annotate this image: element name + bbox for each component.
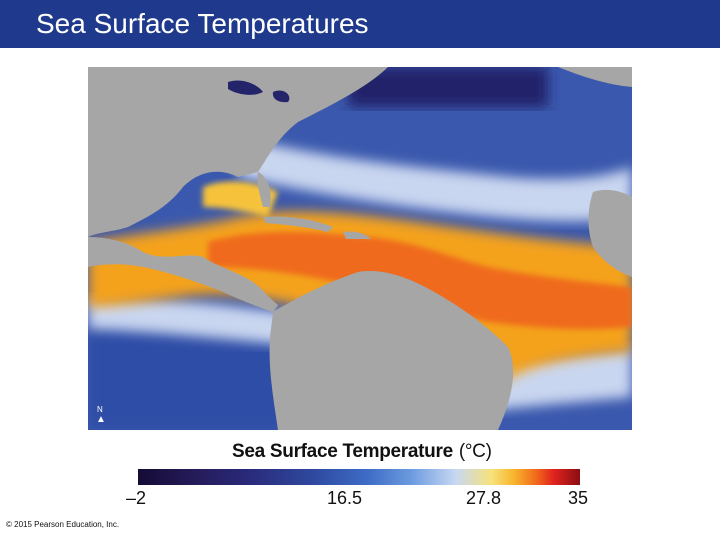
north-arrow-icon: ▲: [96, 414, 106, 425]
north-label: N: [97, 405, 103, 414]
transition-band: [238, 137, 632, 222]
copyright-footer: © 2015 Pearson Education, Inc.: [6, 520, 120, 529]
title-bar: Sea Surface Temperatures: [0, 0, 720, 48]
land-north-america: [88, 67, 388, 237]
scale-title: Sea Surface Temperature (°C): [232, 441, 492, 463]
land-africa: [588, 189, 632, 277]
scale-tick-mid: 16.5: [327, 488, 363, 508]
scale-unit: (°C): [458, 441, 492, 462]
page-title: Sea Surface Temperatures: [36, 8, 369, 39]
map-image: ▲ N: [88, 67, 632, 430]
land-south-america: [269, 271, 514, 430]
temperature-colorbar: [138, 469, 580, 485]
scale-tick-high: 27.8: [466, 488, 502, 508]
scale-tick-max: 35: [568, 488, 589, 508]
scale-title-text: Sea Surface Temperature: [232, 441, 453, 462]
sea-surface-temperature-map: ▲ N: [88, 67, 632, 430]
scale-tick-min: –2: [126, 488, 147, 508]
